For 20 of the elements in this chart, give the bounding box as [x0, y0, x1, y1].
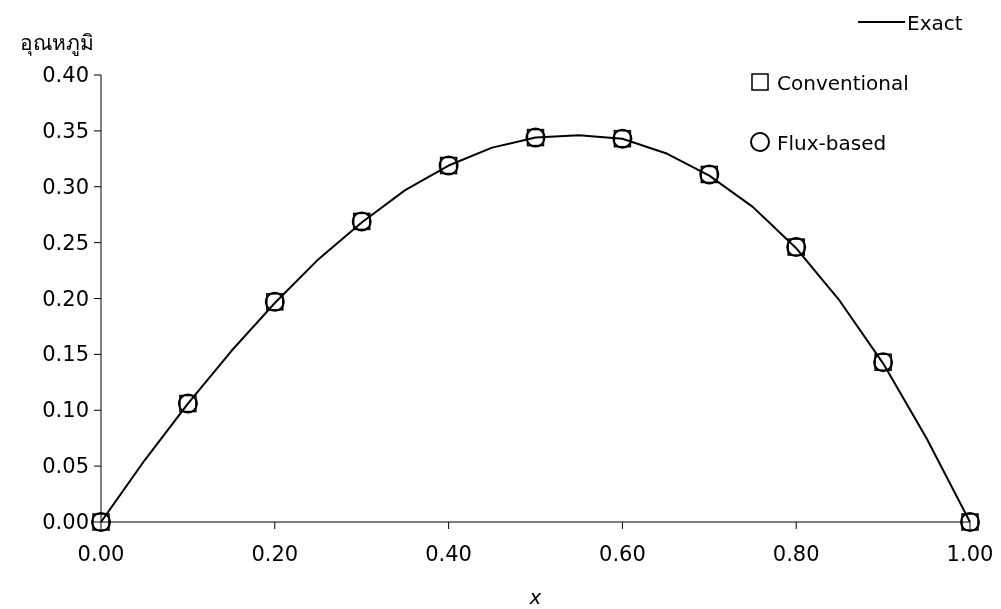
- legend-label: Exact: [907, 11, 963, 35]
- x-axis-title: x: [528, 585, 542, 609]
- y-tick-label: 0.25: [42, 230, 89, 255]
- y-tick-label: 0.00: [42, 510, 89, 534]
- y-tick-label: 0.30: [42, 174, 89, 199]
- y-axis-title: อุณหภูมิ: [20, 31, 94, 56]
- y-tick-label: 0.40: [42, 63, 89, 87]
- y-tick-label: 0.10: [42, 398, 89, 423]
- x-tick-label: 0.80: [772, 542, 820, 566]
- x-tick-label: 0.20: [251, 542, 299, 566]
- y-tick-label: 0.20: [42, 286, 89, 311]
- x-tick-label: 0.00: [77, 542, 125, 566]
- y-tick-label: 0.35: [42, 118, 89, 143]
- x-tick-label: 0.40: [425, 542, 472, 566]
- legend-label: Conventional: [777, 71, 909, 95]
- x-tick-label: 1.00: [946, 542, 994, 566]
- x-tick-label: 0.60: [599, 542, 646, 566]
- y-tick-label: 0.15: [42, 342, 89, 367]
- y-tick-label: 0.05: [42, 454, 89, 479]
- legend-label: Flux-based: [777, 131, 887, 155]
